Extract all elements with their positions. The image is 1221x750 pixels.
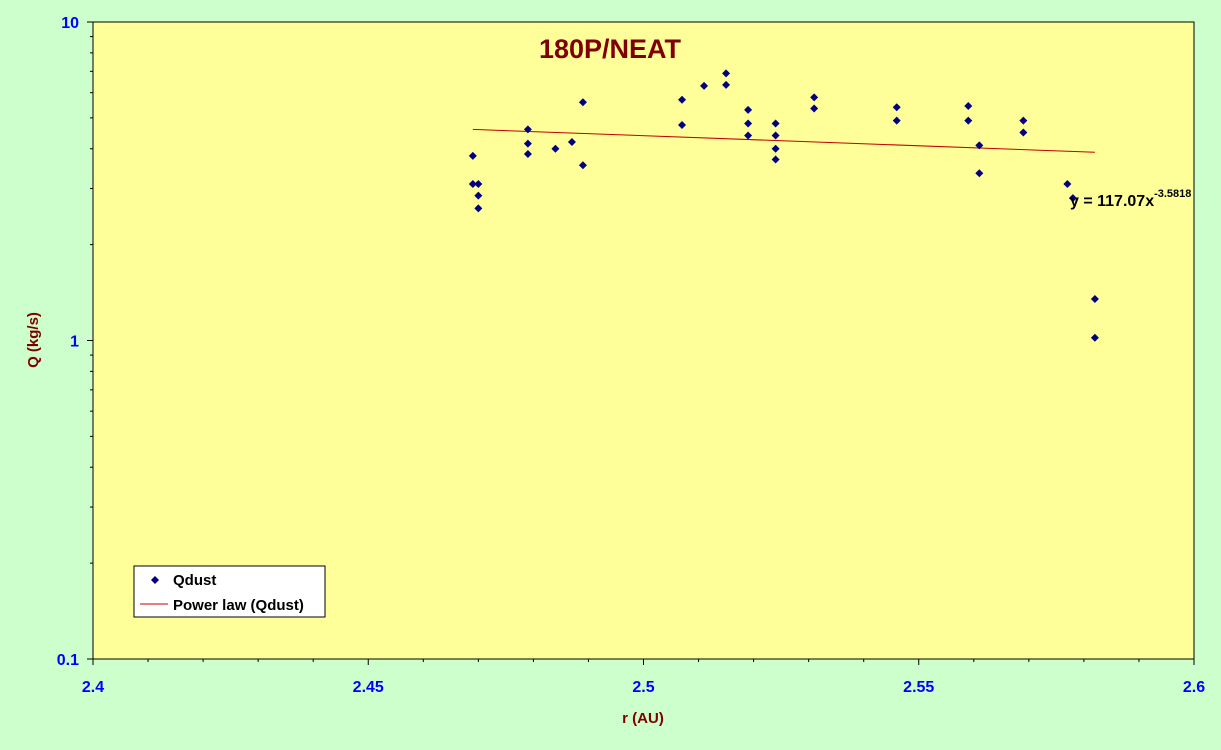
data-point bbox=[771, 155, 780, 164]
data-point bbox=[964, 101, 973, 110]
data-point bbox=[578, 161, 587, 170]
y-tick-label: 0.1 bbox=[57, 652, 79, 669]
x-tick-label: 2.5 bbox=[632, 679, 654, 696]
equation-exponent: -3.5818 bbox=[1154, 188, 1191, 200]
data-point bbox=[474, 180, 483, 189]
plot-area bbox=[92, 21, 1195, 660]
data-point bbox=[744, 131, 753, 140]
x-axis-ticks: 2.4 2.45 2.5 2.55 2.6 bbox=[82, 659, 1205, 696]
trendline-equation: y = 117.07x-3.5818 bbox=[1070, 188, 1191, 210]
data-point bbox=[771, 144, 780, 153]
data-point bbox=[578, 98, 587, 107]
data-point bbox=[975, 141, 984, 150]
legend-diamond-marker bbox=[151, 576, 159, 584]
y-axis-ticks: 10 1 0.1 bbox=[57, 15, 93, 669]
x-axis-title: r (AU) bbox=[622, 710, 664, 727]
data-point bbox=[722, 69, 731, 78]
power-law-trendline bbox=[472, 128, 1095, 153]
data-point bbox=[744, 119, 753, 128]
data-point bbox=[468, 151, 477, 160]
data-point bbox=[810, 104, 819, 113]
chart-title: 180P/NEAT bbox=[539, 34, 682, 64]
data-point bbox=[1063, 180, 1072, 189]
data-point bbox=[1019, 116, 1028, 125]
legend-box bbox=[133, 565, 326, 618]
data-point bbox=[1019, 128, 1028, 137]
data-point bbox=[523, 125, 532, 134]
data-point bbox=[1090, 294, 1099, 303]
data-point bbox=[523, 139, 532, 148]
data-point bbox=[678, 120, 687, 129]
data-point bbox=[700, 81, 709, 90]
data-point bbox=[468, 180, 477, 189]
data-point bbox=[771, 119, 780, 128]
legend: Qdust Power law (Qdust) bbox=[133, 565, 326, 618]
data-point bbox=[892, 116, 901, 125]
x-tick-label: 2.45 bbox=[353, 679, 384, 696]
legend-label-qdust: Qdust bbox=[173, 572, 216, 589]
data-point bbox=[964, 116, 973, 125]
data-points bbox=[468, 69, 1099, 342]
x-tick-label: 2.55 bbox=[903, 679, 934, 696]
data-point bbox=[567, 137, 576, 146]
data-point bbox=[551, 144, 560, 153]
equation-base: y = 117.07x bbox=[1070, 193, 1154, 210]
x-tick-label: 2.6 bbox=[1183, 679, 1205, 696]
data-point bbox=[678, 95, 687, 104]
y-tick-label: 1 bbox=[70, 334, 79, 351]
data-point bbox=[810, 93, 819, 102]
data-point bbox=[474, 191, 483, 200]
data-point bbox=[722, 80, 731, 89]
data-point bbox=[892, 103, 901, 112]
x-tick-label: 2.4 bbox=[82, 679, 104, 696]
data-point bbox=[474, 204, 483, 213]
y-tick-label: 10 bbox=[61, 15, 79, 32]
data-point bbox=[744, 105, 753, 114]
y-axis-title: Q (kg/s) bbox=[25, 312, 42, 368]
data-point bbox=[975, 169, 984, 178]
data-point bbox=[523, 150, 532, 159]
data-point bbox=[771, 131, 780, 140]
data-point bbox=[1068, 194, 1077, 203]
data-point bbox=[1090, 333, 1099, 342]
legend-label-power-law: Power law (Qdust) bbox=[173, 597, 304, 614]
